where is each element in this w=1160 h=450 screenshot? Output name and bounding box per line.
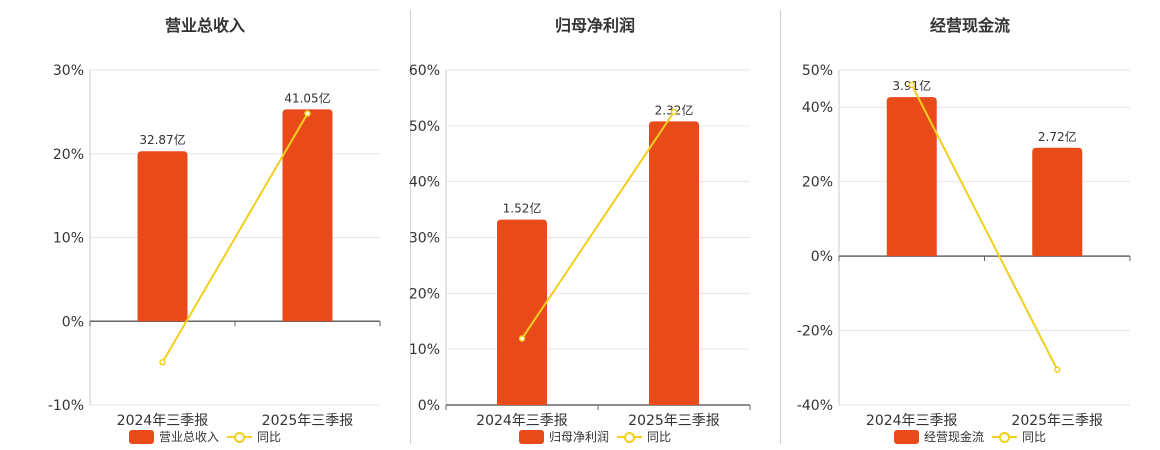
legend-label: 营业总收入 bbox=[158, 430, 219, 444]
chart-title: 归母净利润 bbox=[554, 16, 635, 35]
yoy-point bbox=[670, 108, 678, 116]
y-tick-label: 20% bbox=[409, 286, 440, 302]
legend-item-bar[interactable]: 经营现金流 bbox=[893, 428, 984, 445]
legend-bar-swatch bbox=[893, 429, 919, 444]
yoy-point bbox=[159, 359, 166, 366]
legend-bar-swatch bbox=[518, 429, 544, 444]
y-tick-label: 0% bbox=[811, 249, 833, 265]
bar-value-label: 1.52亿 bbox=[503, 201, 542, 216]
x-category-label: 2024年三季报 bbox=[476, 413, 568, 429]
y-tick-label: 10% bbox=[53, 231, 84, 247]
bar-value-label: 32.87亿 bbox=[139, 132, 185, 147]
bar bbox=[282, 109, 333, 322]
yoy-point bbox=[908, 81, 915, 89]
chart-title: 营业总收入 bbox=[164, 16, 245, 35]
legend-label: 归母净利润 bbox=[548, 430, 609, 444]
panel-divider bbox=[780, 10, 781, 444]
panel-divider bbox=[410, 10, 411, 444]
y-tick-label: -40% bbox=[797, 398, 833, 414]
yoy-point bbox=[518, 335, 526, 342]
bar bbox=[649, 121, 699, 405]
legend-item-line[interactable]: 同比 bbox=[617, 428, 671, 445]
x-category-label: 2025年三季报 bbox=[262, 413, 354, 429]
legend-item-bar[interactable]: 营业总收入 bbox=[128, 428, 219, 445]
yoy-line bbox=[161, 113, 309, 363]
y-tick-label: 20% bbox=[53, 147, 84, 163]
x-category-label: 2024年三季报 bbox=[866, 413, 958, 429]
yoy-point bbox=[1054, 366, 1061, 373]
legend-label: 同比 bbox=[647, 430, 672, 444]
bar bbox=[886, 97, 937, 257]
bar bbox=[497, 219, 547, 405]
yoy-line bbox=[910, 84, 1059, 371]
legend: 营业总收入 同比 bbox=[0, 428, 410, 445]
y-tick-label: 60% bbox=[409, 63, 440, 79]
y-tick-label: 30% bbox=[409, 231, 440, 247]
legend-line-swatch bbox=[617, 430, 642, 444]
y-tick-label: 50% bbox=[409, 119, 440, 135]
legend-item-bar[interactable]: 归母净利润 bbox=[518, 428, 609, 445]
y-tick-label: 20% bbox=[802, 175, 833, 191]
legend: 经营现金流 同比 bbox=[780, 428, 1160, 445]
y-tick-label: 0% bbox=[418, 398, 440, 414]
legend-label: 经营现金流 bbox=[923, 430, 984, 444]
y-tick-label: 10% bbox=[409, 342, 440, 358]
bar-value-label: 2.72亿 bbox=[1038, 129, 1077, 144]
chart-svg: 0%10%20%30%40%50%60%1.52亿2.32亿2024年三季报20… bbox=[409, 63, 751, 429]
y-tick-label: -10% bbox=[48, 398, 84, 414]
y-tick-label: 50% bbox=[802, 63, 833, 79]
chart-panel-net-profit: 归母净利润 0%10%20%30%40%50%60%1.52亿2.32亿2024… bbox=[370, 0, 780, 450]
chart-panel-cash-flow: 经营现金流 -40%-20%0%20%40%50%3.91亿2.72亿2024年… bbox=[740, 0, 1160, 450]
legend-label: 同比 bbox=[257, 430, 282, 444]
bar bbox=[137, 151, 188, 322]
legend-item-line[interactable]: 同比 bbox=[992, 428, 1046, 445]
bar bbox=[1032, 147, 1083, 257]
y-tick-label: -20% bbox=[797, 324, 833, 340]
legend: 归母净利润 同比 bbox=[410, 428, 780, 445]
legend-label: 同比 bbox=[1022, 430, 1047, 444]
y-tick-label: 40% bbox=[802, 100, 833, 116]
yoy-point bbox=[304, 110, 311, 117]
y-tick-label: 30% bbox=[53, 63, 84, 79]
y-tick-label: 0% bbox=[62, 314, 84, 330]
chart-svg: -10% 0% 10% 20% 30% 32.87亿 41.05亿 2024年三季报 2025年… bbox=[48, 63, 381, 429]
y-tick-label: 40% bbox=[409, 175, 440, 191]
bar-value-label: 41.05亿 bbox=[284, 90, 330, 105]
x-category-label: 2024年三季报 bbox=[117, 413, 209, 429]
legend-bar-swatch bbox=[128, 429, 154, 444]
legend-item-line[interactable]: 同比 bbox=[227, 428, 281, 445]
legend-line-swatch bbox=[227, 430, 252, 444]
chart-title: 经营现金流 bbox=[929, 16, 1010, 35]
legend-line-swatch bbox=[992, 430, 1017, 444]
yoy-line bbox=[521, 111, 675, 340]
chart-panel-revenue: 营业总收入 -10% 0% 10% 20% 30% 32.87亿 41.05亿 2024年三季… bbox=[0, 0, 410, 450]
x-category-label: 2025年三季报 bbox=[628, 413, 720, 429]
x-category-label: 2025年三季报 bbox=[1011, 413, 1103, 429]
chart-svg: -40%-20%0%20%40%50%3.91亿2.72亿2024年三季报202… bbox=[797, 63, 1131, 429]
